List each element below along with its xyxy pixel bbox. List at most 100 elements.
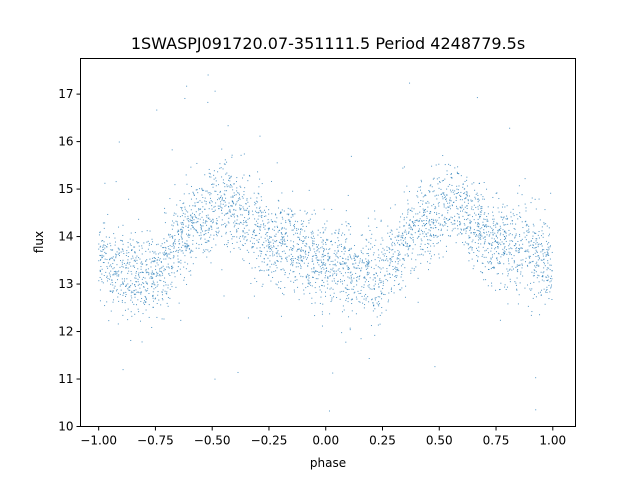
data-point bbox=[255, 203, 257, 205]
data-point bbox=[471, 241, 473, 243]
data-point bbox=[227, 242, 229, 244]
data-point bbox=[463, 193, 465, 195]
data-point bbox=[480, 235, 482, 237]
data-point bbox=[316, 250, 318, 252]
data-point bbox=[522, 259, 524, 261]
data-point bbox=[540, 271, 542, 273]
data-point bbox=[128, 198, 130, 200]
data-point bbox=[246, 198, 248, 200]
data-point bbox=[208, 229, 210, 231]
data-point bbox=[146, 230, 148, 232]
data-point bbox=[483, 256, 485, 258]
data-point bbox=[343, 262, 345, 264]
data-point bbox=[497, 262, 499, 264]
data-point bbox=[136, 262, 138, 264]
data-point bbox=[472, 209, 474, 211]
data-point bbox=[135, 281, 137, 283]
data-point bbox=[528, 231, 530, 233]
data-point bbox=[187, 235, 189, 237]
data-point bbox=[229, 186, 231, 188]
data-point bbox=[110, 266, 112, 268]
data-point bbox=[411, 258, 413, 260]
data-point bbox=[222, 168, 224, 170]
data-point bbox=[308, 222, 310, 224]
data-point bbox=[382, 288, 384, 290]
data-point bbox=[365, 299, 367, 301]
data-point bbox=[318, 259, 320, 261]
data-point bbox=[182, 230, 184, 232]
data-point bbox=[550, 192, 552, 194]
data-point bbox=[367, 267, 369, 269]
data-point bbox=[227, 221, 229, 223]
data-point bbox=[277, 250, 279, 252]
data-point bbox=[366, 264, 368, 266]
data-point bbox=[282, 236, 284, 238]
data-point bbox=[494, 241, 496, 243]
data-point bbox=[268, 209, 270, 211]
data-point bbox=[456, 188, 458, 190]
data-point bbox=[482, 246, 484, 248]
data-point bbox=[133, 246, 135, 248]
data-point bbox=[454, 227, 456, 229]
data-point bbox=[406, 216, 408, 218]
data-point bbox=[187, 263, 189, 265]
data-point bbox=[118, 275, 120, 277]
data-point bbox=[233, 226, 235, 228]
data-point bbox=[242, 197, 244, 199]
data-point bbox=[441, 180, 443, 182]
data-point bbox=[519, 282, 521, 284]
data-point bbox=[318, 244, 320, 246]
data-point bbox=[398, 240, 400, 242]
data-point bbox=[196, 189, 198, 191]
data-point bbox=[528, 255, 530, 257]
data-point bbox=[309, 218, 311, 220]
data-point bbox=[458, 173, 460, 175]
data-point bbox=[543, 222, 545, 224]
data-point bbox=[483, 198, 485, 200]
data-point bbox=[292, 215, 294, 217]
data-point bbox=[222, 179, 224, 181]
data-point bbox=[542, 236, 544, 238]
data-point bbox=[520, 240, 522, 242]
data-point bbox=[285, 220, 287, 222]
data-point bbox=[281, 227, 283, 229]
data-point bbox=[538, 255, 540, 257]
data-point bbox=[516, 277, 518, 279]
data-point bbox=[439, 181, 441, 183]
data-point bbox=[293, 271, 295, 273]
data-point bbox=[341, 290, 343, 292]
data-point bbox=[483, 213, 485, 215]
data-point bbox=[487, 242, 489, 244]
data-point bbox=[361, 262, 363, 264]
data-point bbox=[543, 271, 545, 273]
y-axis-label: flux bbox=[32, 231, 46, 253]
data-point bbox=[517, 303, 519, 305]
data-point bbox=[332, 372, 334, 374]
data-point bbox=[328, 258, 330, 260]
data-point bbox=[152, 297, 154, 299]
data-point bbox=[112, 292, 114, 294]
data-point bbox=[113, 271, 115, 273]
data-point bbox=[249, 175, 251, 177]
data-point bbox=[324, 223, 326, 225]
data-point bbox=[123, 262, 125, 264]
data-point bbox=[398, 251, 400, 253]
data-point bbox=[389, 258, 391, 260]
data-point bbox=[324, 254, 326, 256]
data-point bbox=[495, 226, 497, 228]
data-point bbox=[218, 208, 220, 210]
data-point bbox=[304, 230, 306, 232]
data-point bbox=[403, 166, 405, 168]
data-point bbox=[230, 176, 232, 178]
data-point bbox=[297, 266, 299, 268]
data-point bbox=[344, 250, 346, 252]
data-point bbox=[134, 246, 136, 248]
data-point bbox=[391, 287, 393, 289]
data-point bbox=[100, 245, 102, 247]
data-point bbox=[510, 223, 512, 225]
data-point bbox=[305, 213, 307, 215]
data-point bbox=[338, 240, 340, 242]
data-point bbox=[406, 233, 408, 235]
data-point bbox=[465, 198, 467, 200]
data-point bbox=[172, 235, 174, 237]
